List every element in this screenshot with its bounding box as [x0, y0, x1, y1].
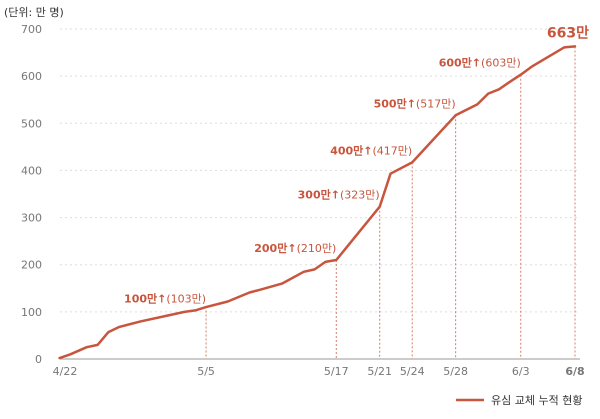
y-tick-label: 700	[21, 23, 42, 36]
milestone-label-value: (603만)	[481, 57, 521, 70]
milestone-label: 600만↑(603만)	[439, 56, 521, 70]
milestone-label-value: (323만)	[340, 189, 380, 202]
y-tick-label: 500	[21, 117, 42, 130]
x-tick-label: 5/28	[443, 365, 468, 378]
y-axis-ticks: 0 100 200 300 400 500 600 700	[21, 23, 42, 366]
milestone-label: 500만↑(517만)	[374, 96, 456, 110]
milestone-label-value: (103만)	[166, 292, 206, 305]
milestone-label-bold: 300만↑	[298, 188, 340, 202]
final-value-label: 663만	[547, 25, 589, 41]
milestone-label: 200만↑(210만)	[254, 241, 336, 255]
milestone-label: 400만↑(417만)	[330, 143, 412, 157]
milestone-label-value: (517만)	[416, 97, 456, 110]
y-tick-label: 200	[21, 259, 42, 272]
y-tick-label: 400	[21, 164, 42, 177]
series-layer	[58, 45, 577, 360]
milestone-label: 100만↑(103만)	[124, 291, 206, 305]
y-tick-label: 0	[35, 353, 42, 366]
x-tick-label: 4/22	[53, 365, 78, 378]
x-tick-label: 5/21	[367, 365, 392, 378]
x-tick-label: 5/5	[197, 365, 215, 378]
y-tick-label: 600	[21, 70, 42, 83]
series-line	[58, 45, 577, 360]
x-axis-ticks: 4/22 5/5 5/17 5/21 5/24 5/28 6/3 6/8	[53, 365, 585, 378]
milestone-label-value: (417만)	[373, 144, 413, 157]
milestone-guides	[205, 46, 576, 359]
x-tick-label: 6/3	[512, 365, 530, 378]
unit-label: (단위: 만 명)	[4, 6, 64, 19]
milestone-label-bold: 200만↑	[254, 241, 296, 255]
x-tick-label: 5/17	[324, 365, 349, 378]
milestone-label-bold: 600만↑	[439, 56, 481, 70]
milestone-labels: 100만↑(103만) 200만↑(210만) 300만↑(323만) 400만↑(4…	[124, 25, 589, 305]
milestone-label: 300만↑(323만)	[298, 188, 380, 202]
milestone-label-bold: 400만↑	[330, 143, 372, 157]
x-tick-label: 5/24	[400, 365, 425, 378]
legend: 유심 교체 누적 현황	[456, 394, 582, 407]
x-tick-label: 6/8	[565, 365, 584, 378]
y-tick-label: 100	[21, 306, 42, 319]
legend-label: 유심 교체 누적 현황	[491, 394, 582, 407]
milestone-label-bold: 500만↑	[374, 96, 416, 110]
y-tick-label: 300	[21, 212, 42, 225]
milestone-label-bold: 100만↑	[124, 291, 166, 305]
milestone-label-value: (210만)	[297, 242, 337, 255]
